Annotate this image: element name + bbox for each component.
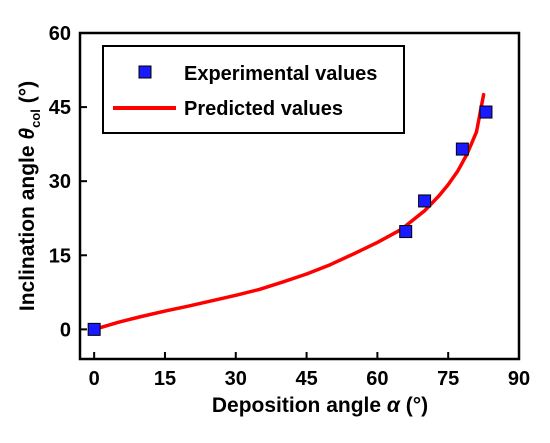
y-axis-unit: (°) <box>16 81 39 109</box>
y-tick-label-45: 45 <box>49 97 71 119</box>
axis-ticks <box>80 32 520 359</box>
x-tick-label-45: 45 <box>295 368 317 390</box>
legend-marker-experimental <box>138 65 152 79</box>
experimental-point-1 <box>399 225 413 239</box>
y-tick-label-60: 60 <box>49 23 71 45</box>
y-axis-subscript: col <box>28 109 43 128</box>
x-axis-unit: (°) <box>400 394 428 417</box>
legend-box <box>102 45 405 134</box>
y-tick-label-0: 0 <box>60 319 71 341</box>
x-tick-label-30: 30 <box>225 368 247 390</box>
legend: Experimental values Predicted values <box>102 45 405 134</box>
experimental-point-3 <box>455 142 469 156</box>
y-tick-label-15: 15 <box>49 245 71 267</box>
legend-label-experimental: Experimental values <box>184 63 377 85</box>
predicted-values-line <box>92 92 486 332</box>
legend-label-predicted: Predicted values <box>184 98 343 120</box>
predicted-line-layer <box>92 92 486 332</box>
experimental-point-2 <box>418 194 432 208</box>
x-axis-symbol: α <box>387 394 401 417</box>
x-tick-label-75: 75 <box>437 368 459 390</box>
experimental-point-0 <box>87 322 101 336</box>
y-axis-title: Inclination angle θcol (°) <box>16 81 43 311</box>
x-axis-title: Deposition angle α (°) <box>212 394 428 417</box>
x-tick-label-60: 60 <box>366 368 388 390</box>
x-tick-label-90: 90 <box>508 368 530 390</box>
experimental-point-4 <box>479 105 493 119</box>
x-axis-label: Deposition angle <box>212 394 381 417</box>
y-axis-symbol: θ <box>16 128 39 140</box>
y-tick-label-30: 30 <box>49 171 71 193</box>
tick-labels: 0 15 30 45 60 75 90 0 15 30 45 60 <box>49 23 530 390</box>
y-axis-label: Inclination angle <box>16 145 39 311</box>
experimental-marker-layer <box>87 105 493 336</box>
x-tick-label-0: 0 <box>89 368 100 390</box>
x-tick-label-15: 15 <box>154 368 176 390</box>
